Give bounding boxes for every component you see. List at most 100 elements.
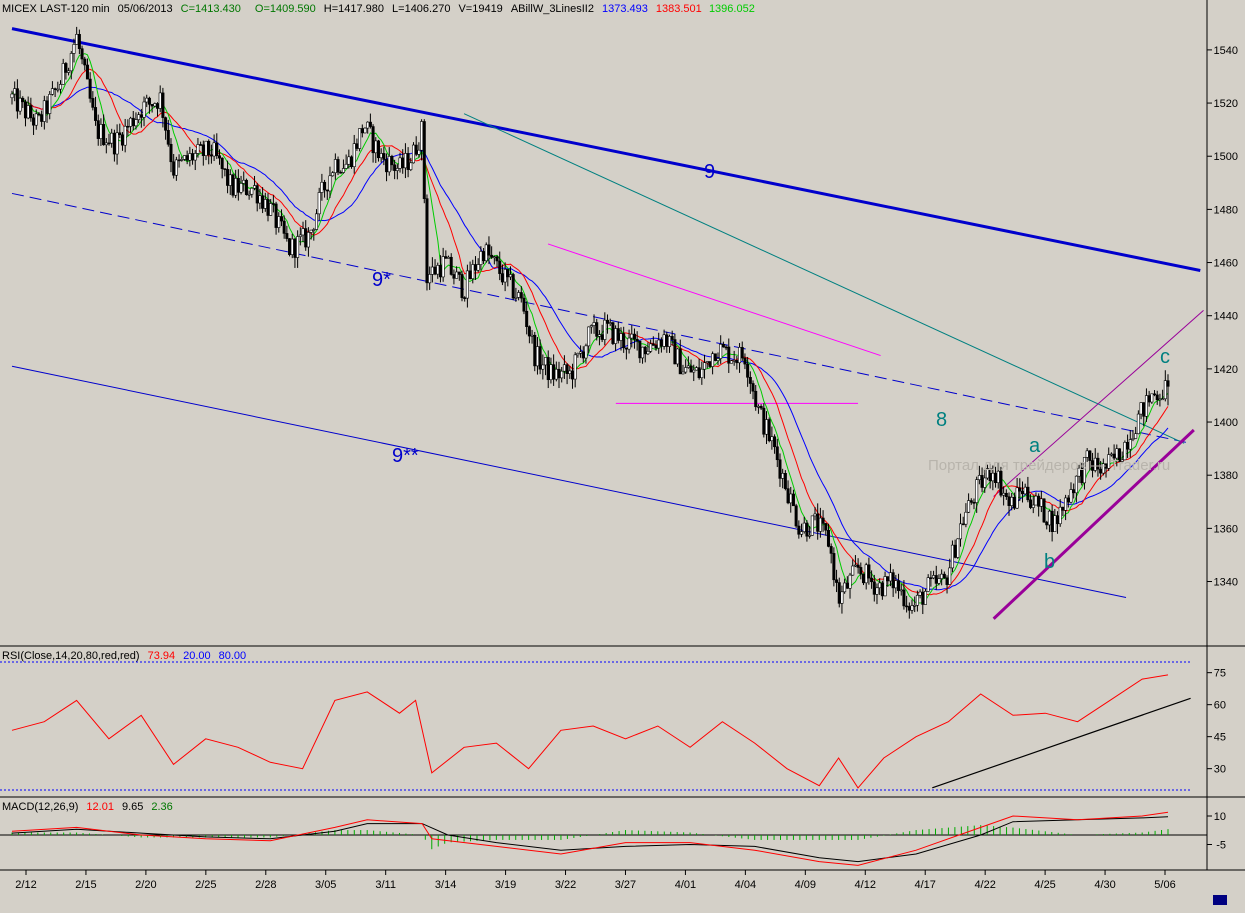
time-tick-label: 4/30 <box>1094 879 1115 891</box>
candle-body <box>810 515 814 536</box>
candle-body <box>290 238 294 255</box>
candle-body <box>961 523 965 526</box>
macd-tick-label: 10 <box>1214 811 1226 823</box>
candle-body <box>773 436 777 448</box>
candle-body <box>746 363 750 378</box>
candle-body <box>425 198 429 284</box>
candle-body <box>764 419 768 435</box>
candle-body <box>253 185 257 189</box>
candle-body <box>775 446 779 461</box>
candle-body <box>700 368 704 379</box>
candle-body <box>50 88 54 95</box>
candle-body <box>692 369 696 373</box>
candle-body <box>929 577 933 579</box>
candle-body <box>891 572 895 589</box>
candle-body <box>560 370 564 379</box>
candle-body <box>554 368 558 380</box>
candle-body <box>1015 487 1019 509</box>
rsi-layer <box>0 661 1192 791</box>
candle-body <box>164 117 168 131</box>
candle-body <box>614 328 618 344</box>
candle-body <box>309 229 313 233</box>
price-tick-label: 1400 <box>1214 417 1238 429</box>
candle-body <box>317 192 321 215</box>
candle-body <box>853 564 857 567</box>
candle-body <box>479 251 483 265</box>
candle-body <box>301 228 305 236</box>
candle-body <box>449 256 453 275</box>
candle-body <box>417 149 421 155</box>
candle-body <box>339 171 343 174</box>
header-ind-blue: 1373.493 <box>602 3 648 15</box>
candle-body <box>716 358 720 361</box>
time-tick-label: 4/09 <box>795 879 816 891</box>
candle-body <box>506 269 510 278</box>
candle-body <box>964 511 968 525</box>
candle-body <box>1039 498 1043 507</box>
candle-body <box>1047 510 1051 526</box>
candle-body <box>1166 380 1170 387</box>
candle-body <box>99 124 103 139</box>
trendlines-layer <box>11 27 1204 620</box>
candle-body <box>53 88 57 90</box>
candle-body <box>1061 506 1065 511</box>
candle-body <box>1023 486 1027 495</box>
candle-body <box>215 142 219 156</box>
macd-tick-label: -5 <box>1216 840 1226 852</box>
candle-body <box>1155 394 1159 401</box>
candle-body <box>387 156 391 173</box>
candle-body <box>991 472 995 482</box>
candle-body <box>926 577 930 592</box>
candle-body <box>457 271 461 275</box>
candle-body <box>42 100 46 122</box>
price-tick-label: 1380 <box>1214 470 1238 482</box>
candle-body <box>867 564 871 579</box>
scroll-marker[interactable] <box>1213 895 1227 905</box>
time-tick-label: 2/20 <box>135 879 156 891</box>
candle-body <box>433 266 437 275</box>
candle-body <box>632 333 636 340</box>
candle-body <box>643 346 647 355</box>
label-line-8: 8 <box>936 409 947 431</box>
candle-body <box>651 343 655 346</box>
header-ind-green: 1396.052 <box>709 3 755 15</box>
label-wave-b: b <box>1044 551 1055 573</box>
candle-body <box>670 336 674 340</box>
candle-body <box>77 34 81 49</box>
candle-body <box>468 270 472 279</box>
rsi-tick-label: 60 <box>1214 700 1226 712</box>
candle-body <box>296 236 300 258</box>
candle-body <box>1136 413 1140 434</box>
candle-body <box>902 589 906 607</box>
candle-body <box>29 105 33 119</box>
candle-body <box>385 159 389 173</box>
candle-body <box>1002 492 1006 496</box>
candle-body <box>492 256 496 259</box>
label-wave-a: a <box>1029 435 1041 457</box>
candle-body <box>641 346 645 359</box>
candle-body <box>552 364 556 380</box>
time-tick-label: 4/17 <box>914 879 935 891</box>
candle-body <box>1042 498 1046 523</box>
candle-body <box>1107 454 1111 469</box>
rsi-lower: 20.00 <box>183 650 211 662</box>
time-tick-label: 4/12 <box>855 879 876 891</box>
candle-body <box>1018 487 1022 492</box>
candle-body <box>956 538 960 558</box>
candle-body <box>393 164 397 171</box>
candle-body <box>859 567 863 575</box>
candle-body <box>843 582 847 593</box>
candle-body <box>756 406 760 408</box>
candle-body <box>937 578 941 584</box>
candle-body <box>1034 495 1038 506</box>
candle-body <box>18 97 22 112</box>
time-tick-label: 2/28 <box>255 879 276 891</box>
candle-body <box>403 153 407 169</box>
candle-body <box>759 406 763 409</box>
candle-body <box>409 162 413 170</box>
price-tick-label: 1420 <box>1214 364 1238 376</box>
candle-body <box>923 591 927 605</box>
candle-body <box>565 364 569 374</box>
